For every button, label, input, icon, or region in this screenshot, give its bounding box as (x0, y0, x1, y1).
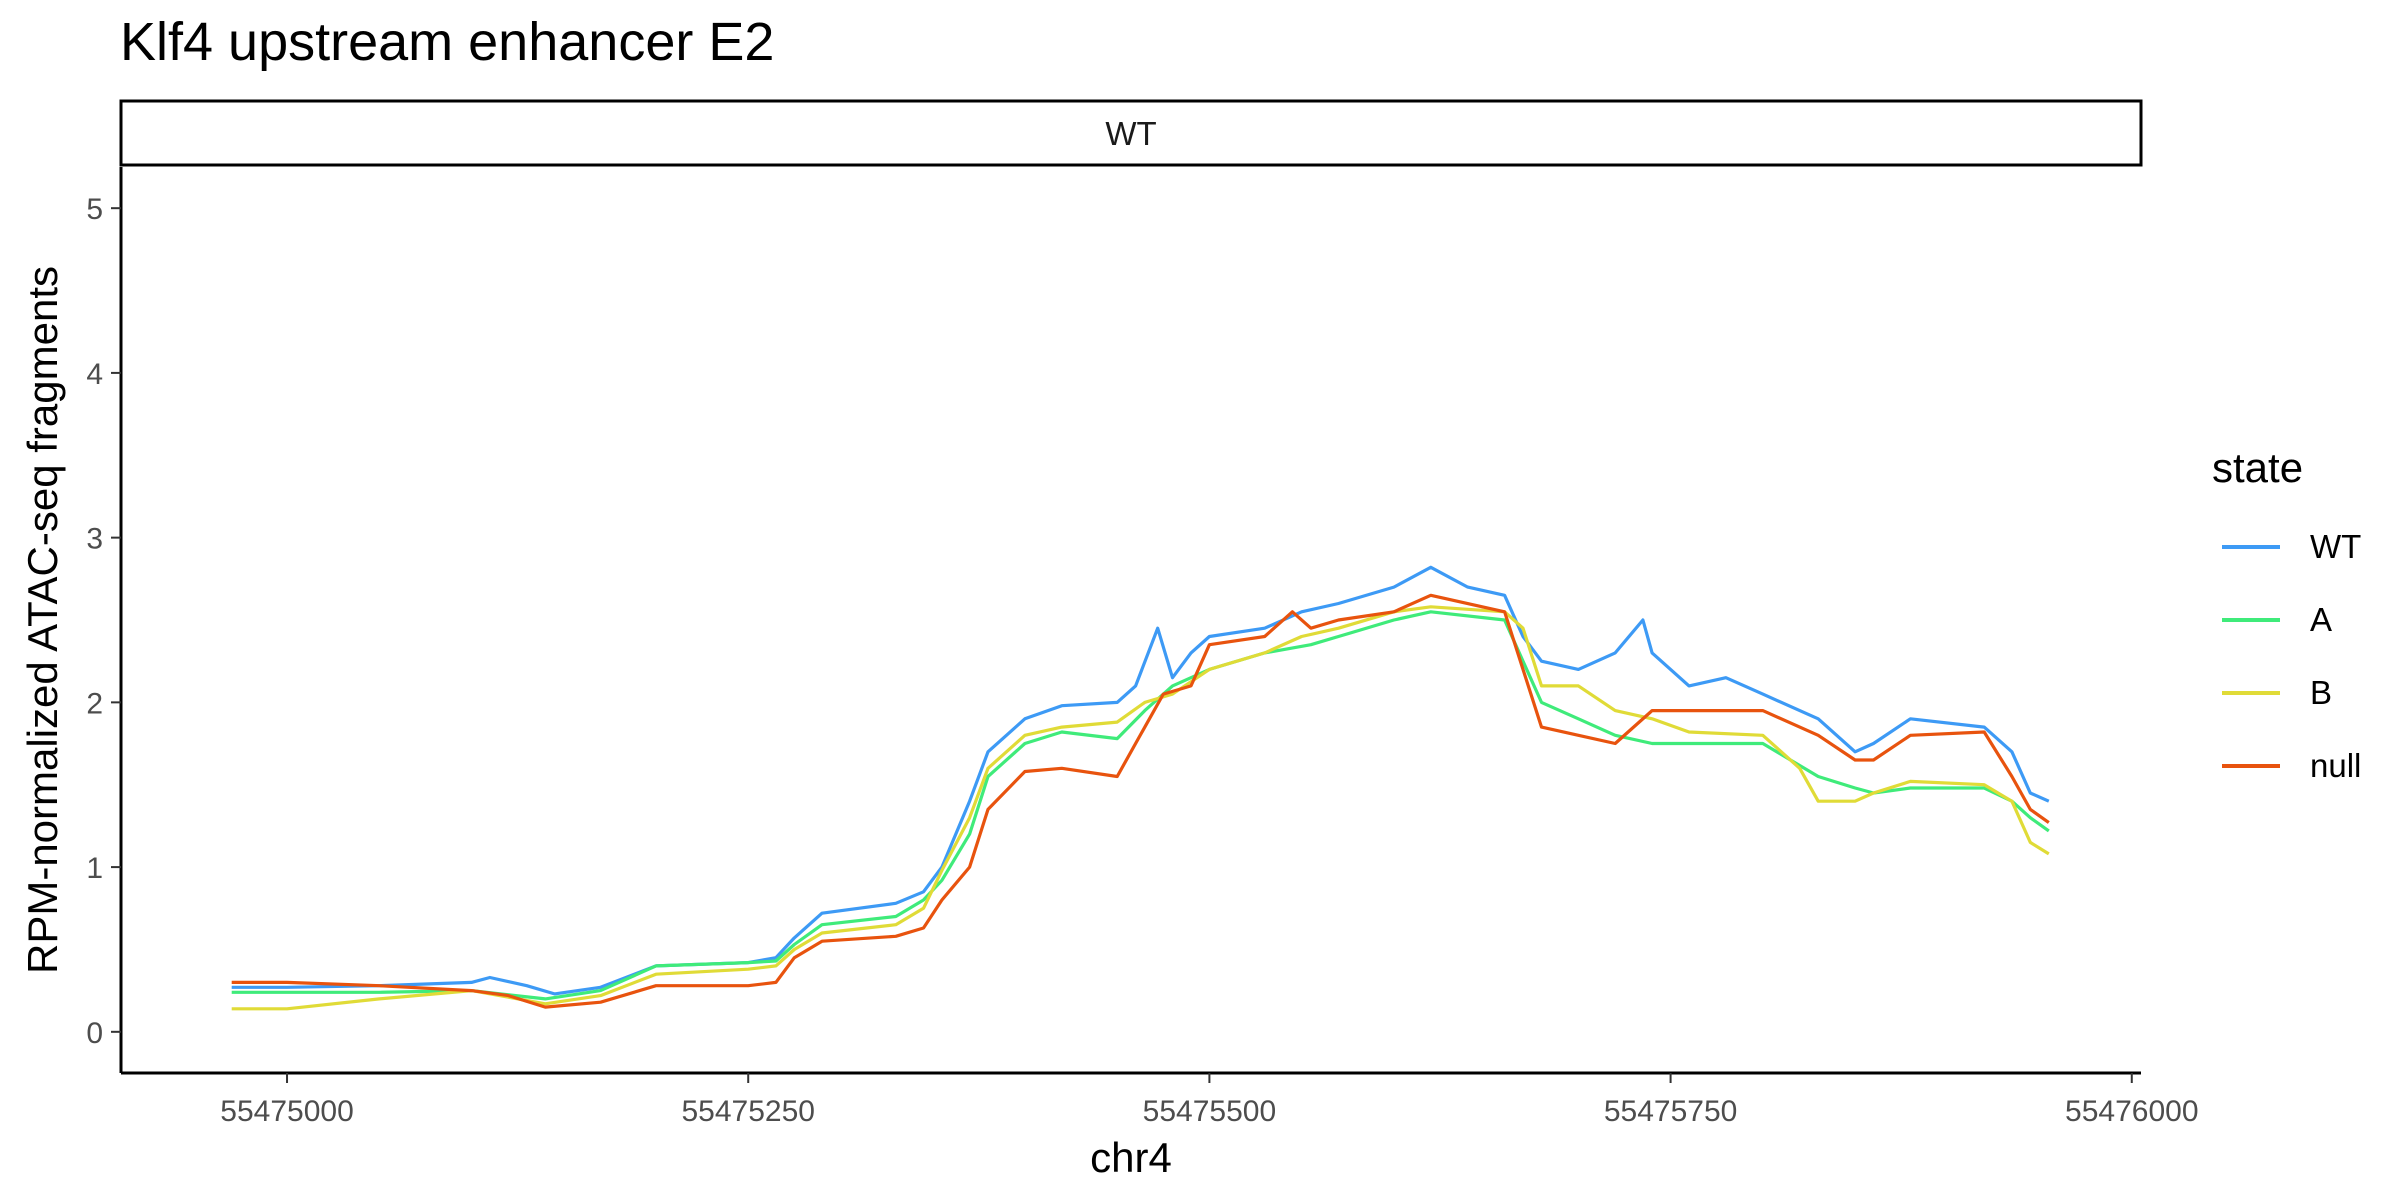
x-axis-ticks: 55475000 55475250 55475500 55475750 55476000 (220, 1073, 2199, 1128)
x-tick-label: 55475750 (1604, 1095, 1737, 1128)
y-axis-title: RPM-normalized ATAC-seq fragments (19, 266, 66, 974)
legend-title: state (2212, 444, 2303, 491)
x-tick-label: 55475250 (681, 1095, 814, 1128)
chart-title: Klf4 upstream enhancer E2 (120, 12, 774, 72)
y-tick-label: 2 (86, 687, 103, 720)
y-tick-label: 1 (86, 852, 103, 885)
facet-strip-label: WT (1105, 115, 1156, 152)
x-tick-label: 55476000 (2065, 1095, 2198, 1128)
axes (119, 167, 2141, 1075)
x-tick-label: 55475000 (220, 1095, 353, 1128)
series-line-b (231, 605, 2050, 1011)
legend-label-b: B (2310, 674, 2332, 711)
y-tick-label: 3 (86, 523, 103, 556)
legend-label-null: null (2310, 747, 2361, 784)
x-axis-title: chr4 (1090, 1134, 1172, 1181)
y-tick-label: 0 (86, 1017, 103, 1050)
plot-panel (231, 565, 2050, 1011)
y-axis-ticks: 0 1 2 3 4 5 (86, 193, 121, 1050)
legend-label-wt: WT (2310, 528, 2361, 565)
legend-label-a: A (2310, 601, 2332, 638)
x-tick-label: 55475500 (1143, 1095, 1276, 1128)
y-tick-label: 4 (86, 358, 103, 391)
facet-strip: WT (119, 99, 2143, 167)
series-line-wt (231, 565, 2050, 996)
series-line-null (231, 593, 2050, 1009)
y-tick-label: 5 (86, 193, 103, 226)
